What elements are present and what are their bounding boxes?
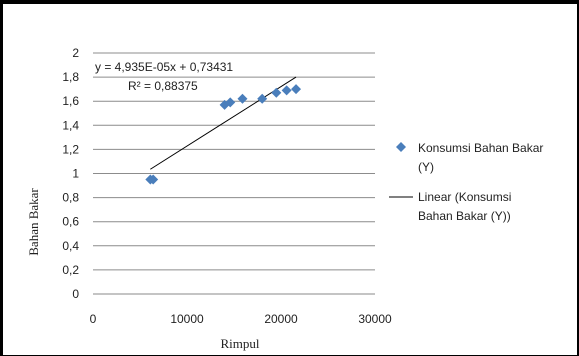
legend: Konsumsi Bahan Bakar (Y) Linear (Konsums… [389,141,543,223]
data-points [145,84,302,185]
x-tick-labels: 0 10000 20000 30000 [90,312,392,326]
legend-series-label-line-2: (Y) [418,160,434,174]
y-tick-label: 0 [72,287,79,301]
data-point [257,93,268,104]
y-tick-label: 0,8 [62,191,79,205]
y-tick-label: 0,6 [62,215,79,229]
gridlines [93,52,375,271]
data-point [291,84,302,95]
y-axis-title: Bahan Bakar [26,188,41,256]
data-point [271,87,282,98]
x-tick-label: 30000 [358,312,392,326]
data-point [281,85,292,96]
y-tick-label: 0,4 [62,239,79,253]
y-tick-label: 1,8 [62,70,79,84]
legend-trend-label-line-2: Bahan Bakar (Y)) [418,209,511,223]
y-tick-label: 1,6 [62,94,79,108]
x-tick-label: 10000 [170,312,204,326]
y-tick-label: 1,2 [62,142,79,156]
legend-series-label-line-1: Konsumsi Bahan Bakar [418,141,543,155]
y-tick-label: 1 [72,167,79,181]
y-tick-label: 1,4 [62,118,79,132]
legend-trend-label-line-1: Linear (Konsumsi [418,190,511,204]
data-point [237,93,248,104]
x-tick-label: 20000 [264,312,298,326]
trendline-equation: y = 4,935E-05x + 0,73431 [95,60,233,74]
data-point [148,174,159,185]
x-tick-label: 0 [90,312,97,326]
y-tick-labels: 0 0,2 0,4 0,6 0,8 1 1,2 1,4 1,6 1,8 2 [62,46,79,301]
trendline-r-squared: R² = 0,88375 [128,79,198,93]
x-axis-title: Rimpul [220,336,259,351]
legend-series-marker [396,142,406,152]
data-point [225,97,236,108]
y-tick-label: 0,2 [62,263,79,277]
y-tick-label: 2 [72,46,79,60]
